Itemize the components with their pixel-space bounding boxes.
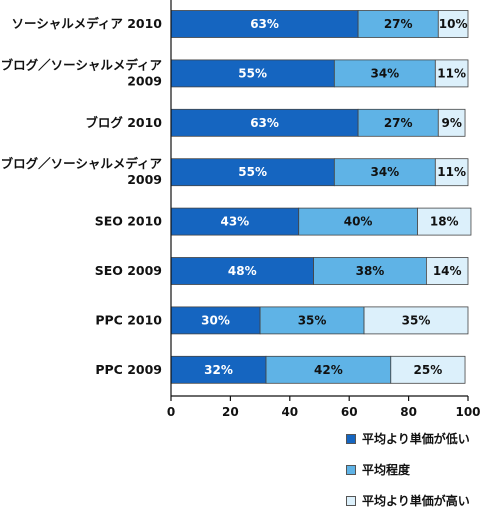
bar-3-3 [437, 108, 466, 137]
x-tick-label-5: 80 [400, 405, 417, 419]
bar-1-8 [170, 355, 267, 384]
bar-label-3-6: 14% [433, 264, 462, 278]
bar-label-2-8: 42% [314, 363, 343, 377]
bar-2-8 [265, 355, 392, 384]
category-label-2-line-1: ブログ／ソーシャルメディア [1, 57, 162, 72]
bar-label-2-1: 27% [384, 17, 413, 31]
category-label-3: ブログ 2010 [85, 115, 162, 130]
stacked-bar-chart: 63% 27% 10% ソーシャルメディア 2010 55% 34% 11% ブログ／ソーシャ… [1, 0, 481, 419]
bar-1-5 [170, 207, 300, 236]
bar-2-5 [298, 207, 418, 236]
bar-label-1-2: 55% [238, 66, 267, 80]
bar-2-1 [357, 10, 439, 38]
bar-3-5 [417, 207, 472, 236]
bar-label-1-6: 48% [228, 264, 257, 278]
bar-label-2-6: 38% [356, 264, 385, 278]
legend-label-2: 平均程度 [362, 463, 411, 477]
bar-2-6 [313, 257, 427, 285]
bar-1-4 [170, 158, 335, 187]
bar-label-2-3: 27% [384, 116, 413, 130]
bar-1-7 [170, 306, 261, 335]
bar-label-1-7: 30% [201, 313, 230, 327]
bar-label-2-5: 40% [344, 215, 373, 229]
bar-2-3 [357, 108, 439, 137]
bar-3-8 [390, 355, 466, 384]
category-label-4-line-2: 2009 [127, 172, 162, 187]
x-tick-label-1: 0 [167, 405, 175, 419]
bar-label-1-5: 43% [220, 215, 249, 229]
bar-label-2-2: 34% [370, 66, 399, 80]
bar-3-7 [363, 306, 469, 335]
bar-2-7 [259, 306, 365, 335]
bar-label-3-7: 35% [402, 313, 431, 327]
bar-2-2 [333, 59, 436, 88]
x-tick-label-6: 100 [455, 405, 480, 419]
category-label-4-line-1: ブログ／ソーシャルメディア [1, 156, 162, 171]
category-label-5: SEO 2010 [95, 214, 163, 229]
bar-label-3-3: 9% [441, 116, 461, 130]
bar-label-1-3: 63% [250, 116, 279, 130]
bar-label-1-4: 55% [238, 165, 267, 179]
bar-label-2-4: 34% [370, 165, 399, 179]
legend-label-3: 平均より単価が高い [362, 494, 470, 508]
x-tick-label-3: 40 [281, 405, 298, 419]
bar-label-1-1: 63% [250, 17, 279, 31]
legend-swatch-1 [346, 434, 356, 444]
x-tick-label-4: 60 [341, 405, 358, 419]
legend-swatch-3 [346, 496, 356, 506]
bar-label-1-8: 32% [204, 363, 233, 377]
category-label-7: PPC 2010 [95, 312, 162, 327]
bar-label-3-2: 11% [437, 66, 466, 80]
bar-label-3-8: 25% [414, 363, 443, 377]
bar-3-2 [434, 59, 469, 88]
bar-1-1 [170, 10, 359, 38]
category-label-6: SEO 2009 [95, 263, 162, 278]
bar-3-1 [437, 10, 469, 38]
legend-label-1: 平均より単価が低い [362, 432, 470, 446]
legend-swatch-2 [346, 465, 356, 475]
category-label-1: ソーシャルメディア 2010 [11, 16, 162, 31]
x-tick-label-2: 20 [222, 405, 239, 419]
category-label-8: PPC 2009 [95, 362, 162, 377]
bar-label-3-4: 11% [437, 165, 466, 179]
category-label-2-line-2: 2009 [127, 73, 162, 88]
bar-label-3-1: 10% [439, 17, 468, 31]
bar-1-3 [170, 108, 359, 137]
bar-3-4 [434, 158, 469, 187]
bar-3-6 [426, 257, 469, 285]
bar-label-3-5: 18% [430, 215, 459, 229]
bar-label-2-7: 35% [298, 313, 327, 327]
